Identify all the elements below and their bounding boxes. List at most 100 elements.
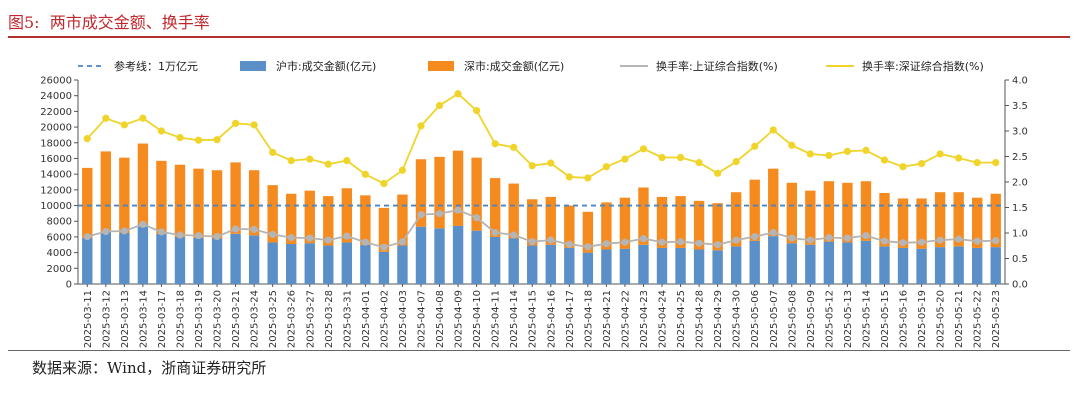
x-tick-label: 2025-04-28 <box>695 290 706 348</box>
bar-sh-turnover <box>730 246 742 284</box>
left-tick-label: 12000 <box>40 185 72 196</box>
bar-sh-turnover <box>786 243 797 284</box>
right-tick-label: 1.0 <box>1012 229 1028 240</box>
bar-sh-turnover <box>137 224 149 284</box>
bar-sz-turnover <box>119 157 130 233</box>
x-tick-label: 2025-05-12 <box>824 290 835 348</box>
bar-sz-turnover <box>638 187 649 245</box>
bar-sh-turnover <box>360 244 371 284</box>
sz-turnover-rate-point <box>361 170 369 178</box>
sh-turnover-rate-point <box>862 231 870 240</box>
sz-turnover-rate-point <box>769 126 777 134</box>
sz-turnover-rate-point <box>806 150 814 158</box>
sz-turnover-rate-point <box>269 148 277 157</box>
x-tick-label: 2025-05-07 <box>769 290 780 348</box>
x-tick-label: 2025-04-10 <box>472 290 483 348</box>
x-tick-label: 2025-04-23 <box>639 290 650 348</box>
sz-turnover-rate-point <box>435 101 444 110</box>
x-tick-label: 2025-04-18 <box>583 290 594 348</box>
x-tick-label: 2025-04-17 <box>565 290 576 348</box>
sz-turnover-rate-point <box>231 119 240 127</box>
bar-sh-turnover <box>545 244 556 284</box>
bar-sz-turnover <box>953 192 964 247</box>
bar-sh-turnover <box>934 247 946 284</box>
bar-sh-turnover <box>378 251 390 284</box>
bar-sz-turnover <box>230 162 241 234</box>
sh-turnover-rate-point <box>83 232 91 241</box>
bar-sz-turnover <box>842 182 853 243</box>
source-note: 数据来源：Wind，浙商证券研究所 <box>32 359 267 377</box>
right-tick-label: 3.5 <box>1012 101 1028 112</box>
sh-turnover-rate-point <box>250 225 258 234</box>
sz-turnover-rate-point <box>602 163 610 171</box>
bar-sz-turnover <box>156 160 167 234</box>
bar-sh-turnover <box>693 249 705 284</box>
sh-turnover-rate-point <box>454 206 462 214</box>
bar-sh-turnover <box>156 233 167 284</box>
bar-sz-turnover <box>508 183 519 239</box>
bar-sh-turnover <box>749 240 760 284</box>
legend-sh-turnover-label: 沪市:成交金额(亿元) <box>276 59 376 73</box>
legend-sz-rate-label: 换手率:深证综合指数(%) <box>862 59 984 73</box>
bar-sz-turnover <box>248 170 260 236</box>
sz-turnover-rate-point <box>491 140 499 148</box>
sh-turnover-rate-point <box>417 211 425 219</box>
sh-turnover-rate-point <box>917 238 926 246</box>
sz-turnover-rate-point <box>992 159 1000 167</box>
bar-sh-turnover <box>619 248 631 284</box>
sz-turnover-rate-point <box>324 160 332 168</box>
bar-sz-turnover <box>619 197 631 249</box>
sz-turnover-rate-point <box>102 114 110 122</box>
sz-turnover-rate-point <box>658 153 666 162</box>
chart-legend: 参考线：1万亿元 沪市:成交金额(亿元) 深市:成交金额(亿元) 换手率:上证综合指数… <box>78 59 984 73</box>
x-tick-label: 2025-03-18 <box>175 290 186 348</box>
x-tick-label: 2025-05-23 <box>991 290 1002 348</box>
x-tick-label: 2025-04-29 <box>713 290 724 348</box>
x-tick-label: 2025-04-15 <box>528 290 539 348</box>
bar-sz-turnover <box>452 150 464 226</box>
bar-sh-turnover <box>211 238 223 284</box>
sz-turnover-rate-line <box>86 92 996 185</box>
bar-sh-turnover <box>323 245 334 284</box>
right-tick-label: 0.5 <box>1012 254 1028 265</box>
sz-turnover-rate-point <box>676 153 685 162</box>
bar-sz-turnover <box>693 200 705 250</box>
x-tick-label: 2025-05-16 <box>899 290 910 348</box>
sz-turnover-rate-point <box>528 162 536 170</box>
bar-sh-turnover <box>638 244 649 284</box>
sh-turnover-rate-point <box>751 232 759 241</box>
bar-sz-turnover <box>823 181 835 242</box>
sh-turnover-rate-point <box>825 233 833 242</box>
bar-sh-turnover <box>248 235 260 284</box>
legend-sz-turnover-label: 深市:成交金额(亿元) <box>464 59 564 73</box>
bar-sh-turnover <box>842 242 853 284</box>
right-tick-label: 2.0 <box>1012 178 1028 189</box>
right-tick-label: 4.0 <box>1012 76 1028 87</box>
bar-sh-turnover <box>805 244 816 284</box>
sh-turnover-rate-point <box>973 237 981 245</box>
sz-turnover-rate-point <box>176 134 184 142</box>
sz-turnover-rate-point <box>825 151 833 160</box>
sh-turnover-rate-point <box>157 228 166 236</box>
sz-turnover-rate-point <box>380 179 388 188</box>
bar-sh-turnover <box>489 236 501 284</box>
sh-turnover-rate-point <box>176 231 184 239</box>
sh-turnover-rate-point <box>510 231 518 239</box>
x-tick-label: 2025-03-20 <box>213 290 224 348</box>
bar-sh-turnover <box>434 228 445 284</box>
sh-turnover-rate-point <box>194 231 203 240</box>
bar-sz-turnover <box>879 192 890 247</box>
sz-turnover-rate-point <box>194 136 203 144</box>
left-tick-label: 18000 <box>40 138 72 149</box>
bar-sz-turnover <box>304 190 315 244</box>
sz-turnover-rate-point <box>936 150 944 158</box>
sz-turnover-rate-point <box>473 107 481 115</box>
x-tick-label: 2025-04-08 <box>435 290 446 348</box>
bar-sz-turnover <box>323 196 334 246</box>
bar-sh-turnover <box>508 238 519 284</box>
footer-divider <box>8 350 1070 351</box>
sz-turnover-rate-point <box>621 155 629 163</box>
left-tick-label: 6000 <box>47 232 72 243</box>
bar-sz-turnover <box>860 181 872 241</box>
x-tick-label: 2025-04-16 <box>546 290 557 348</box>
